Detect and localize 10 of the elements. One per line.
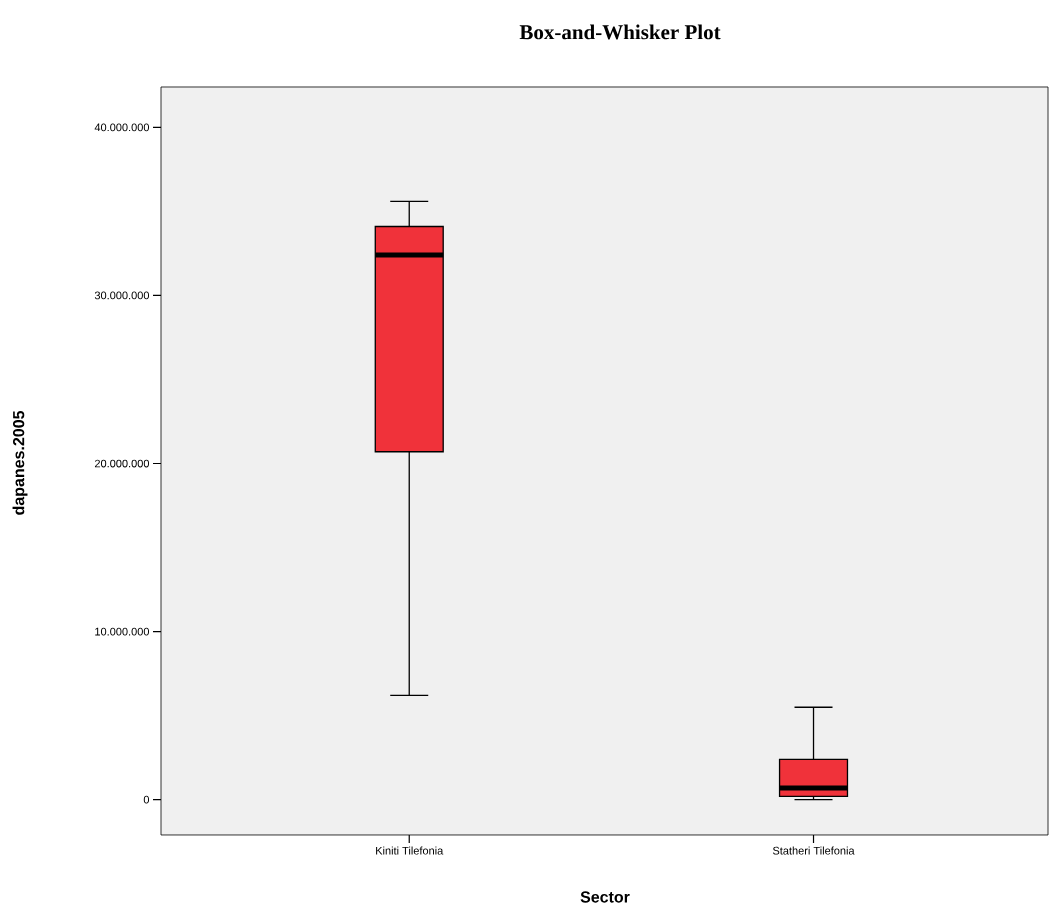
y-tick-label: 10.000.000	[95, 627, 150, 636]
x-tick-label: Statheri Tilefonia	[772, 846, 855, 855]
y-axis-title: dapanes.2005	[12, 410, 28, 515]
chart-title: Box-and-Whisker Plot	[519, 24, 721, 40]
x-axis-title: Sector	[580, 891, 630, 903]
y-tick-label: 30.000.000	[94, 291, 150, 300]
y-tick-label: 20.000.000	[94, 459, 150, 468]
y-tick-label: 40.000.000	[94, 123, 150, 132]
y-tick-label: 0	[143, 795, 150, 804]
x-tick-label: Kiniti Tilefonia	[376, 846, 444, 855]
